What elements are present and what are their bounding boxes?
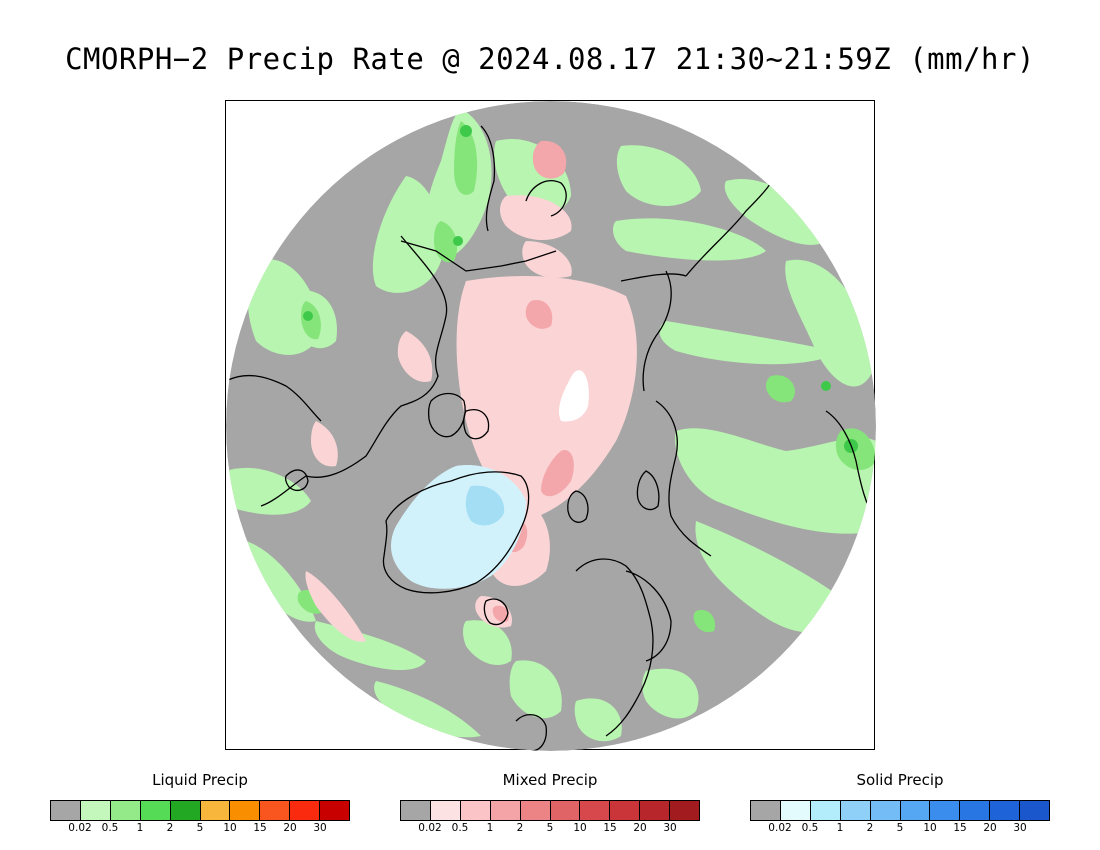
liquid-precip-layer <box>226 109 876 742</box>
legend-tick-label: 0.02 <box>418 822 442 834</box>
precip-map <box>225 100 876 751</box>
legend-tick-label: 0.5 <box>801 822 819 834</box>
legend-swatch <box>580 801 611 820</box>
legend-tick-label: 5 <box>896 822 904 834</box>
legend-tick-label: 0.5 <box>101 822 119 834</box>
legend-swatch <box>401 801 431 820</box>
legend-tick-label: 1 <box>136 822 144 834</box>
legend-tick-label: 1 <box>836 822 844 834</box>
solid-precip-legend: Solid Precip 0.02 0.5 1 2 5 10 15 20 30 <box>750 770 1050 834</box>
legend-swatch <box>170 801 201 820</box>
legend-tick-label: 10 <box>923 822 937 834</box>
legend-swatch <box>810 801 841 820</box>
legend-tick-label: 0.02 <box>768 822 792 834</box>
legend-tick-label: 5 <box>196 822 204 834</box>
legend-color-bar <box>400 800 700 821</box>
legend-tick-label: 5 <box>546 822 554 834</box>
legend-swatch <box>870 801 901 820</box>
legend-swatch <box>960 801 991 820</box>
liquid-precip-legend: Liquid Precip 0.02 0.5 1 2 5 10 15 20 30 <box>50 770 350 834</box>
legend-swatch <box>290 801 321 820</box>
legend-swatch <box>490 801 521 820</box>
legend-swatch <box>140 801 171 820</box>
legend-swatch <box>780 801 811 820</box>
legend-ticks: 0.02 0.5 1 2 5 10 15 20 30 <box>400 822 700 836</box>
legend-swatch <box>550 801 581 820</box>
legend-swatch <box>320 801 350 820</box>
legend-swatch <box>51 801 81 820</box>
legend-tick-label: 15 <box>603 822 617 834</box>
legend-tick-label: 2 <box>516 822 524 834</box>
legend-ticks: 0.02 0.5 1 2 5 10 15 20 30 <box>50 822 350 836</box>
legend-swatch <box>640 801 671 820</box>
legend-swatch <box>670 801 700 820</box>
legend-tick-label: 20 <box>633 822 647 834</box>
mixed-precip-moderate-layer <box>492 140 574 622</box>
legend-tick-label: 10 <box>223 822 237 834</box>
legend-tick-label: 15 <box>953 822 967 834</box>
legend-tick-label: 2 <box>866 822 874 834</box>
legend-swatch <box>610 801 641 820</box>
mixed-precip-layer <box>305 195 637 642</box>
legend-tick-label: 0.02 <box>68 822 92 834</box>
legend-swatch <box>110 801 141 820</box>
legend-swatch <box>80 801 111 820</box>
legend-swatch <box>230 801 261 820</box>
legend-swatch <box>430 801 461 820</box>
legend-title: Liquid Precip <box>152 771 248 789</box>
legend-swatch <box>1020 801 1050 820</box>
legend-tick-label: 15 <box>253 822 267 834</box>
liquid-precip-moderate-layer <box>297 121 876 633</box>
legend-tick-label: 10 <box>573 822 587 834</box>
mixed-precip-legend: Mixed Precip 0.02 0.5 1 2 5 10 15 20 30 <box>400 770 700 834</box>
legend-swatch <box>751 801 781 820</box>
legend-swatch <box>260 801 291 820</box>
legend-swatch <box>840 801 871 820</box>
legend-tick-label: 0.5 <box>451 822 469 834</box>
legend-tick-label: 30 <box>663 822 677 834</box>
legend-color-bar <box>750 800 1050 821</box>
legend-swatch <box>520 801 551 820</box>
legend-title: Mixed Precip <box>502 771 598 789</box>
legend-tick-label: 30 <box>1013 822 1027 834</box>
white-no-data-patch <box>558 370 589 422</box>
legend-swatch <box>900 801 931 820</box>
polar-map-svg <box>226 101 876 751</box>
legend-ticks: 0.02 0.5 1 2 5 10 15 20 30 <box>750 822 1050 836</box>
legend-tick-label: 1 <box>486 822 494 834</box>
legend-swatch <box>930 801 961 820</box>
legend-swatch <box>460 801 491 820</box>
legend-color-bar <box>50 800 350 821</box>
legend-swatch <box>990 801 1021 820</box>
legend-tick-label: 20 <box>283 822 297 834</box>
legend-tick-label: 2 <box>166 822 174 834</box>
legend-tick-label: 20 <box>983 822 997 834</box>
legend-title: Solid Precip <box>856 771 944 789</box>
chart-title: CMORPH−2 Precip Rate @ 2024.08.17 21:30~… <box>65 42 1035 76</box>
solid-precip-layer <box>391 465 526 589</box>
legend-tick-label: 30 <box>313 822 327 834</box>
legend-swatch <box>200 801 231 820</box>
